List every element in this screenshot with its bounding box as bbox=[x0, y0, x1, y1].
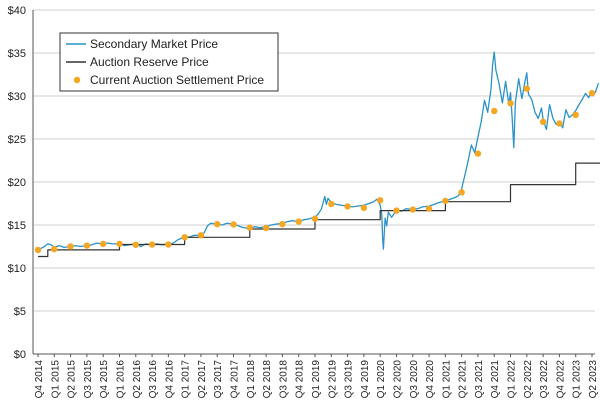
auction-settlement-price-point bbox=[556, 120, 563, 127]
legend-label: Auction Reserve Price bbox=[90, 55, 209, 69]
x-tick-label: Q2 2021 bbox=[458, 360, 469, 399]
auction-settlement-price-point bbox=[507, 100, 514, 107]
y-tick-label: $40 bbox=[8, 5, 26, 17]
series bbox=[34, 51, 600, 258]
auction-settlement-price-point bbox=[376, 197, 384, 204]
y-tick-label: $15 bbox=[8, 220, 26, 232]
y-tick-label: $20 bbox=[8, 177, 26, 189]
auction-reserve-price-line bbox=[38, 162, 600, 258]
x-tick-label: Q1 2021 bbox=[441, 360, 452, 399]
x-tick-label: Q3 2019 bbox=[344, 360, 355, 399]
x-tick-label: Q3 2017 bbox=[213, 360, 224, 399]
auction-settlement-price-point bbox=[67, 243, 74, 250]
auction-settlement-price-point bbox=[181, 234, 188, 241]
y-tick-label: $30 bbox=[8, 91, 26, 103]
x-tick-label: Q2 2020 bbox=[392, 360, 403, 399]
legend-box bbox=[59, 32, 279, 92]
x-tick-label: Q1 2023 bbox=[572, 360, 583, 399]
y-tick-label: $0 bbox=[14, 349, 26, 361]
legend-label: Current Auction Settlement Price bbox=[90, 73, 264, 87]
y-tick-label: $35 bbox=[8, 48, 26, 60]
x-tick-label: Q4 2020 bbox=[425, 360, 436, 399]
x-tick-label: Q2 2015 bbox=[67, 360, 78, 399]
auction-settlement-price-point bbox=[458, 189, 465, 196]
auction-settlement-price-point bbox=[132, 241, 139, 248]
auction-settlement-price-point bbox=[116, 240, 123, 248]
y-tick-label: $5 bbox=[14, 306, 26, 318]
auction-settlement-price-point bbox=[572, 111, 579, 119]
x-tick-label: Q1 2018 bbox=[246, 360, 257, 399]
x-tick-label: Q1 2016 bbox=[115, 360, 126, 399]
x-tick-label: Q4 2017 bbox=[230, 360, 241, 399]
x-tick-label: Q2 2017 bbox=[197, 360, 208, 399]
x-tick-label: Q4 2022 bbox=[555, 360, 566, 399]
y-tick-label: $25 bbox=[8, 134, 26, 146]
auction-settlement-price-point bbox=[360, 204, 368, 211]
x-tick-label: Q3 2016 bbox=[148, 360, 159, 399]
x-tick-label: Q1 2017 bbox=[181, 360, 192, 399]
x-tick-label: Q3 2021 bbox=[474, 360, 485, 399]
x-tick-label: Q2 2016 bbox=[132, 360, 143, 399]
legend-marker-dot bbox=[73, 76, 81, 84]
auction-settlement-price-point bbox=[51, 245, 58, 253]
y-tick-label: $10 bbox=[8, 263, 26, 275]
auction-settlement-price-point bbox=[588, 89, 596, 97]
x-tick-label: Q2 2019 bbox=[327, 360, 338, 399]
auction-settlement-price-point bbox=[442, 197, 449, 205]
auction-settlement-price-point bbox=[83, 242, 91, 249]
auction-settlement-price-point bbox=[214, 220, 221, 228]
x-tick-label: Q2 2018 bbox=[262, 360, 273, 399]
x-tick-label: Q1 2022 bbox=[507, 360, 518, 399]
auction-settlement-price-point bbox=[262, 224, 270, 232]
x-tick-label: Q2 2022 bbox=[523, 360, 534, 399]
x-tick-label: Q4 2018 bbox=[295, 360, 306, 399]
auction-settlement-price-point bbox=[523, 85, 531, 92]
x-tick-label: Q4 2021 bbox=[490, 360, 501, 399]
auction-settlement-price-point bbox=[165, 241, 172, 248]
x-tick-label: Q4 2014 bbox=[34, 360, 45, 399]
auction-settlement-price-point bbox=[425, 205, 433, 212]
axes: $0 $5 $10 $15 $20 $25 $30 $35 $40 Q4 2014 Q1 2015 Q… bbox=[8, 5, 599, 398]
x-tick-label: Q4 2015 bbox=[99, 360, 110, 399]
auction-settlement-price-point bbox=[230, 221, 237, 228]
auction-settlement-price-point bbox=[246, 224, 254, 231]
auction-settlement-price-point bbox=[34, 246, 42, 254]
x-tick-label: Q3 2018 bbox=[278, 360, 289, 399]
legend: Secondary Market Price Auction Reserve Pr… bbox=[59, 32, 279, 92]
auction-settlement-price-point bbox=[279, 220, 286, 228]
auction-settlement-price-point bbox=[474, 150, 482, 157]
auction-settlement-price-point bbox=[99, 240, 107, 248]
gridlines bbox=[33, 9, 595, 355]
auction-settlement-price-point bbox=[409, 206, 416, 213]
auction-settlement-price-point bbox=[311, 215, 319, 222]
x-tick-label: Q1 2019 bbox=[311, 360, 322, 399]
x-tick-label: Q3 2015 bbox=[83, 360, 94, 399]
x-tick-label: Q4 2019 bbox=[360, 360, 371, 399]
legend-label: Secondary Market Price bbox=[90, 37, 218, 51]
x-tick-label: Q4 2016 bbox=[164, 360, 175, 399]
x-tick-label: Q1 2020 bbox=[376, 360, 387, 399]
x-tick-label: Q2 2023 bbox=[588, 360, 599, 399]
auction-settlement-price-point bbox=[539, 118, 547, 126]
x-tick-label: Q3 2020 bbox=[409, 360, 420, 399]
auction-settlement-price-point bbox=[197, 232, 205, 239]
auction-settlement-price-point bbox=[491, 107, 498, 115]
auction-settlement-price-point bbox=[328, 200, 335, 208]
auction-settlement-price-point bbox=[344, 203, 351, 210]
x-tick-label: Q1 2015 bbox=[50, 360, 61, 399]
auction-settlement-price-point bbox=[148, 241, 156, 248]
auction-settlement-price-point bbox=[393, 207, 400, 214]
x-tick-label: Q3 2022 bbox=[539, 360, 550, 399]
auction-settlement-price-point bbox=[295, 218, 302, 225]
